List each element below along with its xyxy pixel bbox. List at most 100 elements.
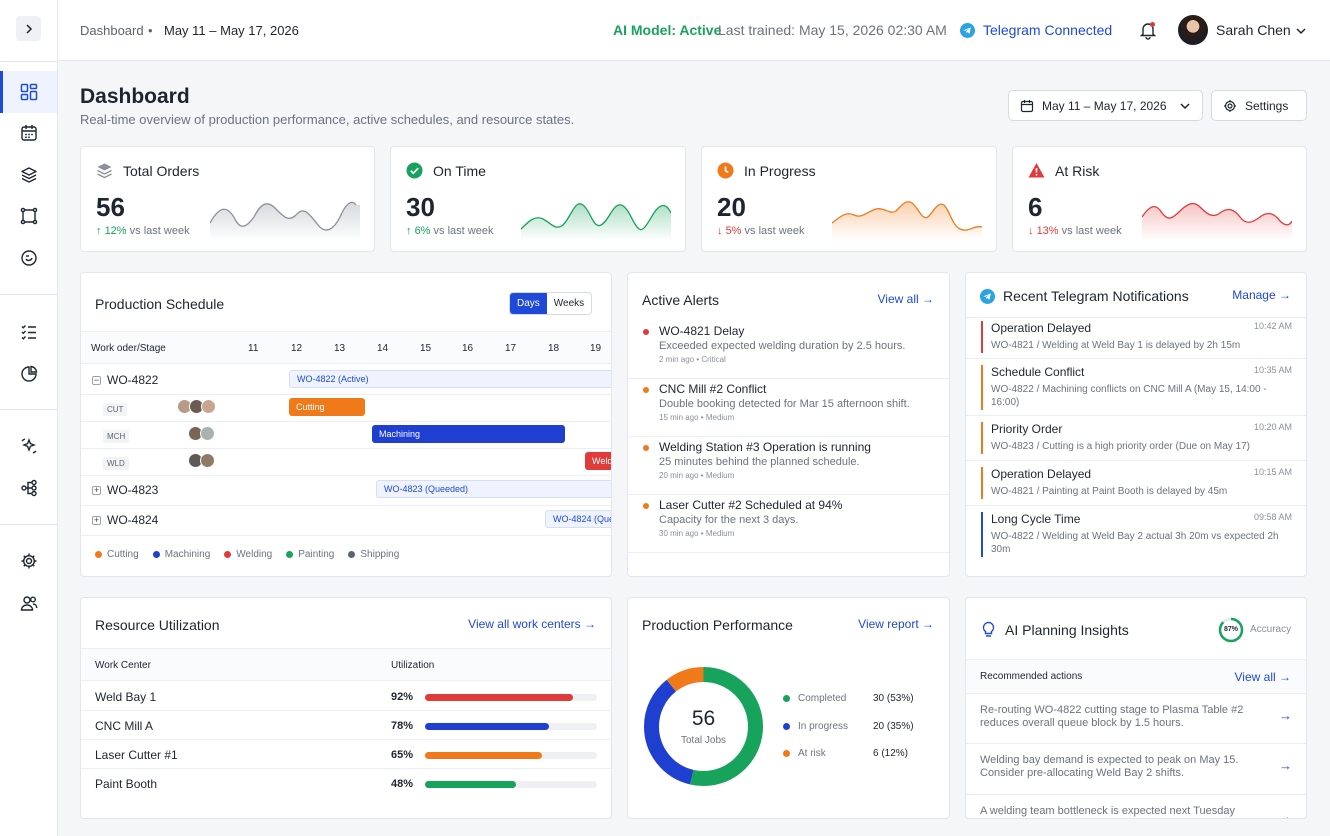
utilization-percent: 78%	[391, 720, 414, 732]
sidebar-divider	[0, 409, 57, 410]
schedule-header: Work oder/Stage 11 12 13 14 15 16 17 18 …	[81, 331, 611, 364]
arrow-right-icon[interactable]: →	[1279, 809, 1292, 819]
row-divider	[81, 421, 611, 422]
sidebar-item-tasks[interactable]	[0, 311, 57, 353]
notification-title: Priority Order	[991, 422, 1063, 436]
row-divider	[81, 394, 611, 395]
work-order-row[interactable]: + WO-4823	[92, 483, 158, 497]
divider	[966, 505, 1306, 506]
expand-icon[interactable]: +	[92, 484, 101, 495]
checklist-icon	[21, 325, 36, 340]
card-title: Production Schedule	[95, 296, 225, 312]
delta-suffix: vs last week	[744, 225, 805, 237]
view-all-work-centers-link[interactable]: View all work centers →	[468, 617, 596, 631]
stat-card-total-orders[interactable]: Total Orders 56 ↑ 12% vs last week	[80, 146, 375, 252]
alert-item[interactable]: WO-4821 Delay Exceeded expected welding …	[628, 321, 949, 379]
notification-item[interactable]: Operation Delayed 10:42 AM WO-4821 / Wel…	[981, 321, 1292, 353]
notification-item[interactable]: Schedule Conflict 10:35 AM WO-4822 / Mac…	[981, 365, 1292, 410]
alert-item[interactable]: CNC Mill #2 Conflict Double booking dete…	[628, 379, 949, 437]
stat-card-in-progress[interactable]: In Progress 20 ↓ 5% vs last week	[701, 146, 997, 252]
sidebar-item-layers[interactable]	[0, 154, 57, 196]
legend-label: In progress	[798, 721, 849, 732]
calendar-icon	[1020, 99, 1034, 112]
stage-code: WLD	[103, 457, 129, 470]
date-range-button[interactable]: May 11 – May 17, 2026	[1008, 90, 1203, 121]
table-row[interactable]: Paint Booth 48%	[81, 769, 611, 798]
notification-description: WO-4822 / Machining conflicts on CNC Mil…	[991, 384, 1267, 408]
avatar	[200, 453, 215, 468]
insight-item[interactable]: A welding team bottleneck is expected ne…	[966, 794, 1306, 819]
stat-card-at-risk[interactable]: At Risk 6 ↓ 13% vs last week	[1012, 146, 1307, 252]
sidebar-item-settings[interactable]	[0, 540, 57, 582]
user-name[interactable]: Sarah Chen	[1216, 22, 1291, 38]
sidebar-divider	[0, 294, 57, 295]
work-order-bar[interactable]: WO-4822 (Active)	[289, 370, 611, 388]
notification-title: Schedule Conflict	[991, 365, 1085, 379]
work-order-row[interactable]: + WO-4824	[92, 513, 158, 527]
toggle-days-button[interactable]: Days	[510, 293, 547, 314]
work-order-bar[interactable]: WO-4824 (Queued)	[545, 510, 611, 528]
production-schedule-card: Production Schedule Days Weeks Work oder…	[80, 272, 612, 577]
expand-icon[interactable]: +	[92, 514, 101, 525]
view-all-alerts-link[interactable]: View all →	[878, 292, 934, 306]
alert-item[interactable]: Laser Cutter #2 Scheduled at 94% Capacit…	[628, 495, 949, 553]
telegram-status[interactable]: Telegram Connected	[960, 22, 1112, 38]
alert-item[interactable]: Welding Station #3 Operation is running …	[628, 437, 949, 495]
work-order-bar[interactable]: WO-4823 (Queeded)	[376, 480, 611, 498]
notification-title: Operation Delayed	[991, 467, 1092, 481]
table-row[interactable]: Weld Bay 1 92%	[81, 682, 611, 711]
column-header: Work oder/Stage	[91, 343, 166, 354]
layers-icon	[97, 163, 112, 179]
settings-button[interactable]: Settings	[1211, 90, 1307, 121]
ai-model-status: AI Model: Active	[613, 22, 722, 38]
arrow-right-icon[interactable]: →	[1279, 708, 1292, 723]
sidebar-item-reports[interactable]	[0, 353, 57, 395]
view-all-insights-link[interactable]: View all →	[1235, 670, 1291, 684]
toggle-weeks-button[interactable]: Weeks	[553, 298, 585, 309]
table-row[interactable]: Laser Cutter #1 65%	[81, 740, 611, 769]
sidebar-item-team[interactable]	[0, 582, 57, 624]
stage-bar-machining[interactable]: Machining	[372, 425, 565, 443]
last-trained-text: Last trained: May 15, 2026 02:30 AM	[718, 22, 947, 38]
work-order-row[interactable]: − WO-4822	[92, 373, 158, 387]
table-row[interactable]: CNC Mill A 78%	[81, 711, 611, 740]
arrow-right-icon[interactable]: →	[1279, 758, 1292, 773]
notification-item[interactable]: Priority Order 10:20 AM WO-4823 / Cuttin…	[981, 422, 1292, 454]
view-report-link[interactable]: View report →	[858, 617, 934, 631]
insight-item[interactable]: Re-routing WO-4822 cutting stage to Plas…	[966, 693, 1306, 743]
calendar-icon	[20, 125, 37, 141]
sidebar-item-dashboard[interactable]	[0, 71, 57, 113]
stat-title: Total Orders	[123, 162, 200, 179]
sidebar-item-calendar[interactable]	[0, 112, 57, 154]
stage-bar-cutting[interactable]: Cutting	[289, 398, 365, 416]
column-header: Work Center	[95, 660, 151, 671]
notifications-bell[interactable]	[1138, 20, 1158, 45]
chevron-down-icon	[1180, 102, 1190, 109]
insight-item[interactable]: Welding bay demand is expected to peak o…	[966, 743, 1306, 793]
user-menu-chevron[interactable]	[1295, 24, 1307, 42]
legend-item: Welding	[224, 549, 272, 560]
row-divider	[81, 475, 611, 476]
sidebar-item-resources[interactable]	[0, 195, 57, 237]
work-order-id: WO-4824	[107, 513, 159, 527]
legend-item: Completed	[783, 693, 846, 704]
arrow-right-icon: →	[1279, 670, 1291, 684]
sidebar-expand-button[interactable]	[16, 16, 41, 41]
link-label: View all	[877, 292, 919, 306]
notification-item[interactable]: Long Cycle Time 09:58 AM WO-4822 / Weldi…	[981, 512, 1292, 557]
delta-percent: 12%	[104, 225, 127, 237]
notification-time: 10:20 AM	[1253, 422, 1292, 432]
stat-card-on-time[interactable]: On Time 30 ↑ 6% vs last week	[390, 146, 686, 252]
collapse-icon[interactable]: −	[92, 374, 101, 385]
notification-item[interactable]: Operation Delayed 10:15 AM WO-4821 / Pai…	[981, 467, 1292, 499]
card-title: Active Alerts	[642, 292, 720, 308]
sidebar-item-workflows[interactable]	[0, 467, 57, 509]
manage-link[interactable]: Manage →	[1232, 288, 1291, 302]
stage-bar-welding[interactable]: Welding	[585, 452, 611, 470]
sidebar-item-support[interactable]	[0, 237, 57, 279]
avatar	[200, 426, 215, 441]
legend-item: In progress	[783, 721, 848, 732]
user-avatar[interactable]	[1178, 15, 1208, 45]
sidebar-item-ai[interactable]	[0, 425, 57, 467]
breadcrumb[interactable]: Dashboard	[80, 23, 144, 38]
